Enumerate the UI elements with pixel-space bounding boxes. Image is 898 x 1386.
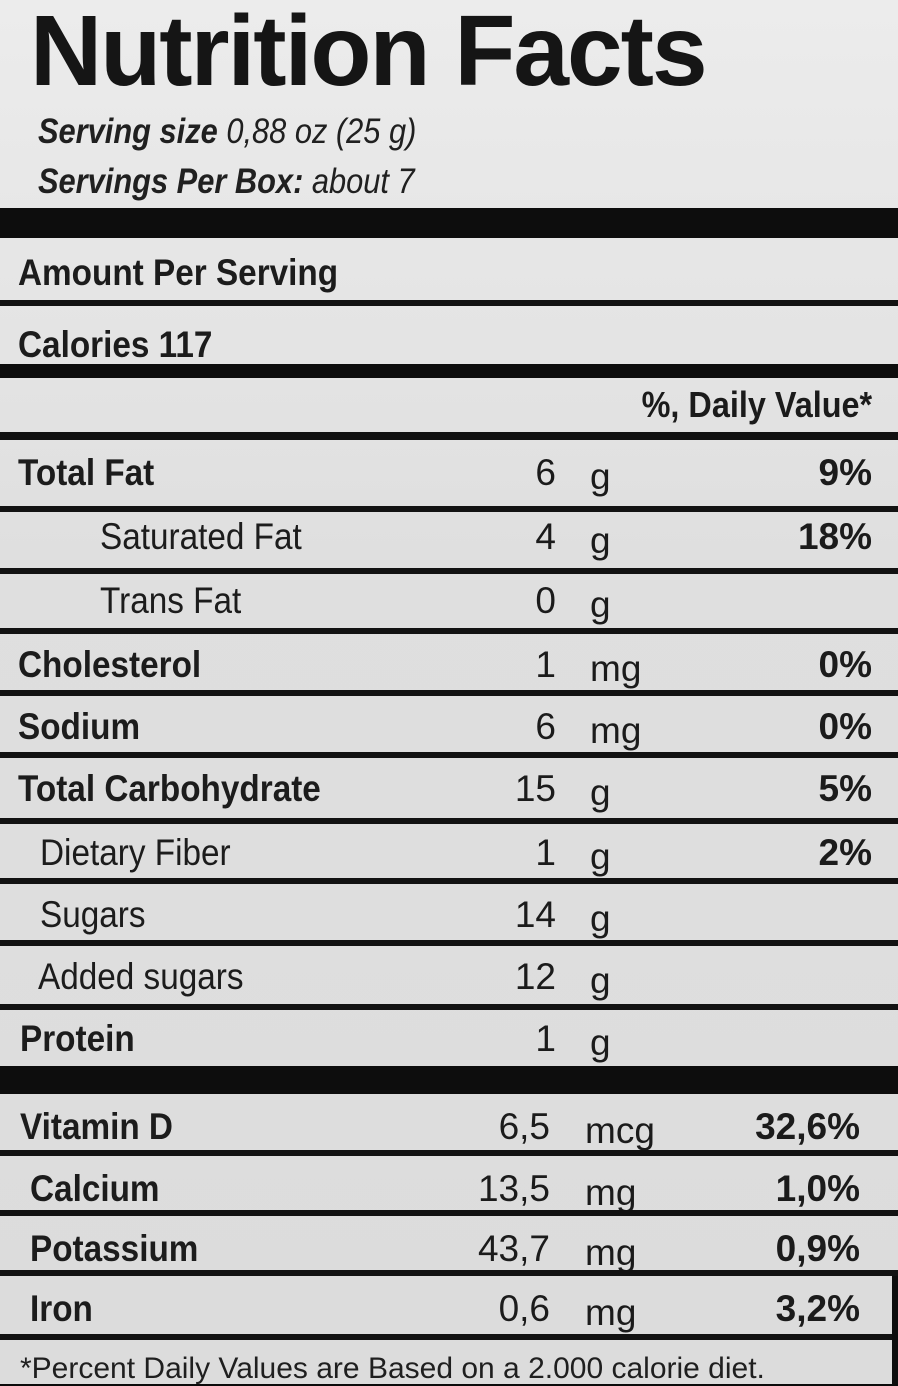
- vitamin-unit: mg: [585, 1232, 637, 1273]
- thick-divider-top: [0, 208, 898, 238]
- nutrient-daily-value: 5%: [818, 768, 872, 809]
- divider: [0, 878, 898, 884]
- nutrient-unit: g: [590, 520, 611, 561]
- vitamin-daily-value: 3,2%: [775, 1288, 860, 1329]
- label-edge: [892, 1276, 898, 1384]
- medium-divider: [0, 364, 898, 378]
- nutrient-amount: 6: [535, 706, 556, 747]
- nutrient-amount: 0: [535, 580, 556, 621]
- nutrient-daily-value: 18%: [797, 516, 872, 557]
- nutrient-daily-value: 2%: [818, 832, 872, 873]
- vitamin-amount: 13,5: [477, 1168, 550, 1209]
- nutrient-name: Total Fat: [18, 452, 155, 493]
- vitamin-unit: mg: [585, 1292, 637, 1333]
- divider: [0, 1004, 898, 1010]
- nutrient-unit: g: [590, 960, 611, 1001]
- nutrient-unit: g: [590, 584, 611, 625]
- amount-per-serving: Amount Per Serving: [18, 252, 339, 293]
- vitamin-name: Calcium: [30, 1168, 160, 1209]
- nutrient-amount: 6: [535, 452, 556, 493]
- vitamin-daily-value: 0,9%: [775, 1228, 860, 1269]
- nutrient-unit: g: [590, 772, 611, 813]
- nutrient-daily-value: 9%: [818, 452, 872, 493]
- nutrient-amount: 1: [535, 1018, 556, 1059]
- nutrient-name: Saturated Fat: [100, 516, 302, 557]
- servings-per-box-line: Servings Per Box: about 7: [38, 162, 415, 202]
- nutrient-daily-value: 0%: [818, 644, 872, 685]
- divider: [0, 818, 898, 824]
- vitamin-daily-value: 32,6%: [755, 1106, 860, 1147]
- nutrient-amount: 14: [514, 894, 556, 935]
- nutrient-unit: g: [590, 898, 611, 939]
- divider: [0, 432, 898, 440]
- vitamin-unit: mg: [585, 1172, 637, 1213]
- vitamin-amount: 6,5: [498, 1106, 550, 1147]
- divider: [0, 752, 898, 758]
- nutrient-name: Protein: [20, 1018, 135, 1059]
- vitamin-amount: 0,6: [498, 1288, 550, 1329]
- vitamin-unit: mcg: [585, 1110, 655, 1151]
- serving-size-line: Serving size 0,88 oz (25 g): [38, 112, 416, 152]
- vitamin-amount: 43,7: [477, 1228, 550, 1269]
- footnote: *Percent Daily Values are Based on a 2.0…: [20, 1352, 765, 1385]
- vitamin-name: Vitamin D: [20, 1106, 173, 1147]
- serving-size-value: 0,88 oz (25 g): [226, 112, 417, 151]
- vitamin-daily-value: 1,0%: [775, 1168, 860, 1209]
- servings-per-box-label: Servings Per Box:: [38, 162, 304, 201]
- vitamin-name: Iron: [30, 1288, 93, 1329]
- nutrient-unit: g: [590, 1022, 611, 1063]
- nutrient-amount: 1: [535, 644, 556, 685]
- nutrient-unit: mg: [590, 648, 642, 689]
- daily-value-header: %, Daily Value*: [641, 384, 872, 425]
- nutrient-name: Sugars: [40, 894, 146, 935]
- divider: [0, 1210, 898, 1216]
- nutrient-amount: 15: [514, 768, 556, 809]
- vitamin-name: Potassium: [30, 1228, 199, 1269]
- divider: [0, 300, 898, 306]
- servings-per-box-value: about 7: [311, 162, 415, 201]
- divider: [0, 1270, 898, 1276]
- divider: [0, 568, 898, 574]
- divider: [0, 940, 898, 946]
- nutrient-amount: 12: [514, 956, 556, 997]
- calories: Calories 117: [18, 324, 213, 365]
- divider: [0, 506, 898, 512]
- nutrient-unit: g: [590, 456, 611, 497]
- divider: [0, 1150, 898, 1156]
- nutrient-amount: 1: [535, 832, 556, 873]
- label-title: Nutrition Facts: [30, 0, 708, 107]
- divider: [0, 1334, 898, 1340]
- nutrient-name: Total Carbohydrate: [18, 768, 321, 809]
- divider: [0, 628, 898, 634]
- nutrient-amount: 4: [535, 516, 556, 557]
- divider: [0, 690, 898, 696]
- nutrient-unit: g: [590, 836, 611, 877]
- nutrient-daily-value: 0%: [818, 706, 872, 747]
- nutrient-name: Dietary Fiber: [40, 832, 231, 873]
- thick-divider-vitamins: [0, 1066, 898, 1094]
- nutrient-name: Sodium: [18, 706, 141, 747]
- nutrient-name: Added sugars: [38, 956, 244, 997]
- serving-size-label: Serving size: [38, 112, 218, 151]
- nutrient-unit: mg: [590, 710, 642, 751]
- nutrient-name: Cholesterol: [18, 644, 202, 685]
- nutrient-name: Trans Fat: [100, 580, 242, 621]
